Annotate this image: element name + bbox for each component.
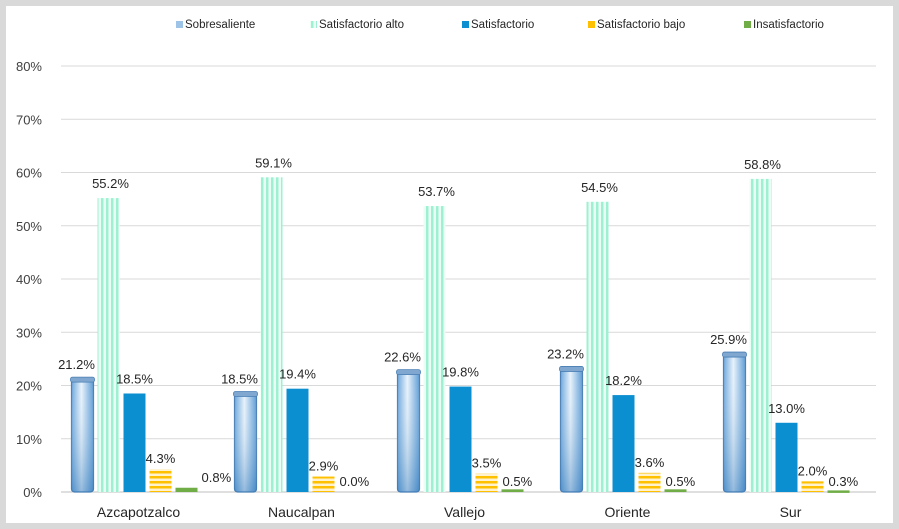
- data-label-satisfactorio-naucalpan: 19.4%: [279, 367, 316, 382]
- legend: Sobresaliente Satisfactorio alto Satisfact…: [176, 19, 824, 31]
- bar-sobresaliente-azcapotzalco-cap: [70, 376, 95, 383]
- data-labels: 21.2% 55.2% 18.5% 4.3% 0.8% 18.5% 59.1% 19.4% 2.…: [58, 155, 859, 489]
- data-label-insatisfactorio-naucalpan: 0.0%: [340, 474, 370, 489]
- legend-swatch: [588, 21, 595, 28]
- y-tick-label: 70%: [16, 112, 42, 127]
- data-label-insatisfactorio-vallejo: 0.5%: [503, 474, 533, 489]
- bar-satisfactorio-oriente: [612, 395, 635, 492]
- bar-insatisfactorio-sur: [827, 490, 850, 493]
- bar-satisfactorio-alto-oriente: [586, 201, 609, 492]
- data-label-satisfactorio-sur: 13.0%: [768, 401, 805, 416]
- data-label-satisfactorio-vallejo: 19.8%: [442, 365, 479, 380]
- bar-satisfactorio-vallejo: [449, 386, 472, 492]
- bar-sobresaliente-sur: [722, 351, 747, 493]
- category-label-vallejo: Vallejo: [444, 504, 485, 520]
- y-tick-label: 80%: [16, 59, 42, 74]
- data-label-satisfactorio-oriente: 18.2%: [605, 373, 642, 388]
- bar-satisfactorio-bajo-naucalpan: [312, 476, 335, 492]
- legend-swatch: [744, 21, 751, 28]
- bar-sobresaliente-vallejo-cap: [396, 369, 421, 376]
- legend-item-satisfactorio-bajo: Satisfactorio bajo: [588, 19, 685, 31]
- bar-satisfactorio-bajo-azcapotzalco: [149, 469, 172, 492]
- data-label-satisfactorio-azcapotzalco: 18.5%: [116, 371, 153, 386]
- category-label-sur: Sur: [780, 504, 802, 520]
- y-tick-label: 0%: [23, 485, 42, 500]
- data-label-insatisfactorio-sur: 0.3%: [829, 474, 859, 489]
- legend-item-satisfactorio-alto: Satisfactorio alto: [310, 19, 404, 31]
- bar-satisfactorio-bajo-vallejo: [475, 473, 498, 492]
- bar-sobresaliente-naucalpan-shade: [234, 393, 257, 492]
- y-tick-label: 50%: [16, 219, 42, 234]
- bar-chart: 0% 10% 20% 30% 40% 50% 60% 70% 80% 21.2% 55.2% 18.…: [16, 19, 876, 520]
- category-label-azcapotzalco: Azcapotzalco: [97, 504, 180, 520]
- legend-label: Insatisfactorio: [753, 19, 824, 31]
- y-axis-ticks: 0% 10% 20% 30% 40% 50% 60% 70% 80%: [16, 59, 42, 500]
- bar-sobresaliente-oriente-shade: [560, 368, 583, 492]
- bar-satisfactorio-bajo-sur: [801, 481, 824, 492]
- bar-insatisfactorio-azcapotzalco: [175, 487, 198, 492]
- bar-sobresaliente-azcapotzalco: [70, 376, 95, 493]
- bar-sobresaliente-sur-shade: [723, 354, 746, 492]
- legend-item-insatisfactorio: Insatisfactorio: [744, 19, 824, 31]
- legend-item-sobresaliente: Sobresaliente: [176, 19, 255, 31]
- bar-satisfactorio-alto-naucalpan: [260, 177, 283, 493]
- data-label-sobresaliente-oriente: 23.2%: [547, 346, 584, 361]
- bars: [70, 177, 850, 493]
- bar-sobresaliente-vallejo-shade: [397, 371, 420, 492]
- data-label-sobresaliente-azcapotzalco: 21.2%: [58, 357, 95, 372]
- bar-insatisfactorio-vallejo: [501, 489, 524, 492]
- data-label-satisfactorio-bajo-sur: 2.0%: [798, 463, 828, 478]
- gridlines: [61, 65, 876, 493]
- data-label-sobresaliente-sur: 25.9%: [710, 332, 747, 347]
- legend-swatch: [176, 21, 183, 28]
- data-label-sobresaliente-naucalpan: 18.5%: [221, 371, 258, 386]
- bar-satisfactorio-naucalpan: [286, 388, 309, 492]
- y-tick-label: 40%: [16, 272, 42, 287]
- data-label-satisfactorio-bajo-azcapotzalco: 4.3%: [146, 451, 176, 466]
- legend-label: Sobresaliente: [185, 19, 255, 31]
- data-label-satisfactorio-alto-sur: 58.8%: [744, 157, 781, 172]
- y-tick-label: 10%: [16, 432, 42, 447]
- category-labels: Azcapotzalco Naucalpan Vallejo Oriente Sur: [97, 504, 802, 520]
- legend-label: Satisfactorio alto: [319, 19, 404, 31]
- bar-satisfactorio-bajo-oriente: [638, 472, 661, 492]
- bar-satisfactorio-azcapotzalco: [123, 393, 146, 492]
- bar-satisfactorio-alto-azcapotzalco: [97, 198, 120, 492]
- data-label-insatisfactorio-oriente: 0.5%: [666, 474, 696, 489]
- legend-label: Satisfactorio: [471, 19, 534, 31]
- data-label-sobresaliente-vallejo: 22.6%: [384, 350, 421, 365]
- bar-satisfactorio-alto-sur: [749, 178, 772, 492]
- bar-satisfactorio-sur: [775, 422, 798, 492]
- data-label-insatisfactorio-azcapotzalco: 0.8%: [202, 470, 232, 485]
- y-tick-label: 30%: [16, 325, 42, 340]
- data-label-satisfactorio-alto-naucalpan: 59.1%: [255, 155, 292, 170]
- data-label-satisfactorio-bajo-oriente: 3.6%: [635, 455, 665, 470]
- bar-sobresaliente-naucalpan-cap: [233, 391, 258, 397]
- data-label-satisfactorio-bajo-naucalpan: 2.9%: [309, 459, 339, 474]
- category-label-naucalpan: Naucalpan: [268, 504, 335, 520]
- data-label-satisfactorio-alto-oriente: 54.5%: [581, 180, 618, 195]
- legend-item-satisfactorio: Satisfactorio: [462, 19, 534, 31]
- y-tick-label: 20%: [16, 379, 42, 394]
- category-label-oriente: Oriente: [605, 504, 651, 520]
- bar-sobresaliente-vallejo: [396, 369, 421, 493]
- bar-satisfactorio-alto-vallejo: [423, 206, 446, 493]
- chart-frame: 0% 10% 20% 30% 40% 50% 60% 70% 80% 21.2% 55.2% 18.…: [6, 6, 893, 523]
- bar-sobresaliente-sur-cap: [722, 351, 747, 358]
- bar-insatisfactorio-oriente: [664, 489, 687, 492]
- data-label-satisfactorio-alto-vallejo: 53.7%: [418, 184, 455, 199]
- data-label-satisfactorio-bajo-vallejo: 3.5%: [472, 455, 502, 470]
- bar-sobresaliente-azcapotzalco-shade: [71, 379, 94, 492]
- legend-swatch: [462, 21, 469, 28]
- bar-sobresaliente-oriente-cap: [559, 366, 584, 372]
- legend-label: Satisfactorio bajo: [597, 19, 685, 31]
- legend-swatch: [310, 21, 317, 28]
- data-label-satisfactorio-alto-azcapotzalco: 55.2%: [92, 176, 129, 191]
- y-tick-label: 60%: [16, 166, 42, 181]
- bar-sobresaliente-naucalpan: [233, 391, 258, 493]
- bar-sobresaliente-oriente: [559, 366, 584, 493]
